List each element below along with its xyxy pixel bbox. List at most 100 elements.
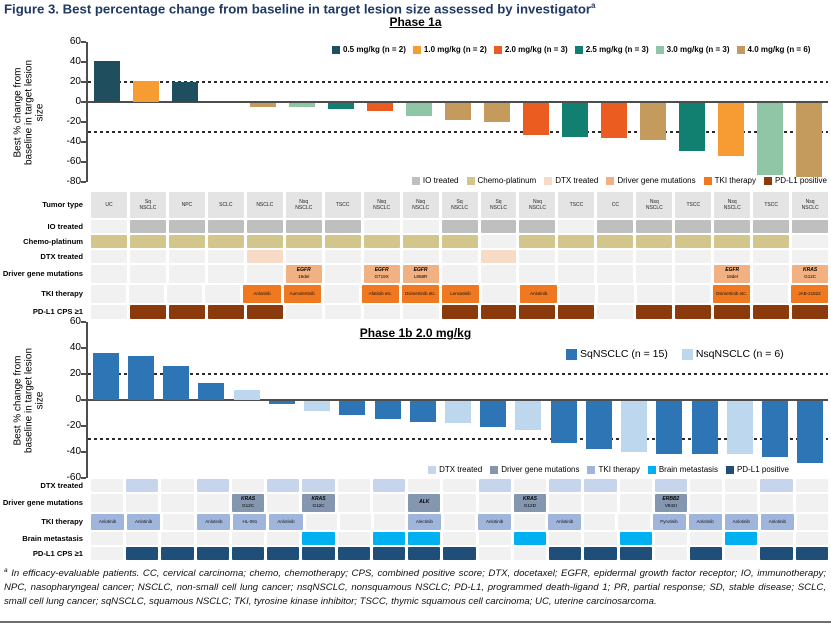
annotation-cell-pdl1 bbox=[597, 305, 634, 319]
annotation-cell-io bbox=[675, 220, 712, 233]
annotation-cell-chemo bbox=[363, 235, 400, 248]
bar-21 bbox=[797, 401, 824, 464]
annotation-cell-tki: Pyrotinib bbox=[652, 514, 686, 530]
legend-label: Driver gene mutations bbox=[501, 465, 580, 474]
annotation-cell-driver bbox=[636, 265, 673, 283]
bar-8 bbox=[339, 401, 366, 416]
annotation-cell-pdl1 bbox=[285, 305, 322, 319]
annotation-row-tki: TKI therapy Anlotinib Aumolertinib Afatinib… bbox=[2, 285, 829, 303]
annotation-cell-driver bbox=[267, 494, 300, 512]
annotation-cell-brain bbox=[795, 532, 828, 545]
annotation-cell-chemo bbox=[129, 235, 166, 248]
annotation-cell-tumor: Sq NSCLC bbox=[480, 192, 517, 218]
y-tick-mark bbox=[81, 399, 86, 401]
annotation-cell-pdl1 bbox=[161, 547, 194, 560]
annotation-cell-dtx bbox=[126, 479, 159, 492]
annotation-cell-pdl1 bbox=[267, 547, 300, 560]
annotation-cell-chemo bbox=[480, 235, 517, 248]
footnote-superscript: a bbox=[4, 567, 8, 574]
annotation-cell-tki: JAB-21822 bbox=[790, 285, 829, 303]
annotation-cell-brain bbox=[126, 532, 159, 545]
annotation-cell-brain bbox=[231, 532, 265, 545]
annotation-cell-brain bbox=[196, 532, 229, 545]
gene-variant: 19del bbox=[726, 274, 738, 280]
reference-line bbox=[88, 373, 828, 375]
annotation-cell-dtx bbox=[408, 479, 441, 492]
row-label-tki: TKI therapy bbox=[41, 289, 83, 299]
annotation-cell-tki bbox=[584, 514, 616, 530]
legend-item: Chemo-platinum bbox=[466, 176, 536, 185]
annotation-cell-tumor: CC bbox=[597, 192, 634, 218]
annotation-cell-pdl1 bbox=[324, 305, 361, 319]
annotation-cell-brain bbox=[689, 532, 723, 545]
annotation-cell-tki: Anlotinib bbox=[688, 514, 722, 530]
annotation-cell-tki bbox=[373, 514, 405, 530]
annotation-cell-io bbox=[441, 220, 478, 233]
gene-variant: G12C bbox=[242, 503, 255, 509]
annotation-cell-io bbox=[285, 220, 322, 233]
annotation-cell-dtx bbox=[372, 479, 406, 492]
annotation-cell-tumor: Sq NSCLC bbox=[441, 192, 478, 218]
legend-swatch bbox=[587, 465, 596, 474]
annotation-cell-chemo bbox=[207, 235, 244, 248]
gene-name: KRAS bbox=[311, 496, 326, 503]
annotation-cell-dtx bbox=[478, 479, 511, 492]
bar-10 bbox=[409, 401, 436, 422]
annotation-cell-dtx bbox=[91, 479, 124, 492]
annotation-cell-pdl1 bbox=[689, 547, 723, 560]
legend-item: IO treated bbox=[411, 176, 459, 185]
gene-name: KRAS bbox=[522, 496, 538, 503]
annotation-cell-tumor: TSCC bbox=[675, 192, 712, 218]
legend-label: DTX treated bbox=[439, 465, 483, 474]
row-label-dtx: DTX treated bbox=[40, 480, 83, 490]
annotation-cell-dtx bbox=[207, 250, 244, 263]
row-label-brain: Brain metastasis bbox=[22, 533, 83, 543]
annotation-cell-driver bbox=[161, 494, 194, 512]
annotation-cell-pdl1 bbox=[168, 305, 205, 319]
annotation-cell-pdl1 bbox=[91, 547, 124, 560]
annotation-cell-tki: Anlotinib bbox=[724, 514, 758, 530]
annotation-cell-pdl1 bbox=[714, 305, 751, 319]
annotation-cell-tumor: Sq NSCLC bbox=[129, 192, 166, 218]
annotation-cell-dtx bbox=[363, 250, 400, 263]
y-tick-label: 20 bbox=[69, 76, 81, 87]
bar-4 bbox=[198, 383, 225, 400]
legend-item: SqNSCLC (n = 15) bbox=[566, 348, 668, 360]
legend-item: PD-L1 positive bbox=[763, 176, 827, 185]
annotation-row-tumor: Tumor type UC Sq NSCLC NPC SCLC NSCLC Nsq NSCL… bbox=[2, 192, 829, 218]
annotation-cell-tki bbox=[323, 285, 359, 303]
annotation-cell-io bbox=[519, 220, 556, 233]
legend-label: SqNSCLC (n = 15) bbox=[580, 348, 668, 360]
y-tick-mark bbox=[81, 141, 86, 143]
annotation-row-tki: TKI therapy Anlotinib Anlotinib Anlotinib HL… bbox=[2, 514, 828, 530]
bar-1 bbox=[92, 353, 119, 400]
annotation-cell-tumor: Nsq NSCLC bbox=[636, 192, 673, 218]
legend-item: 4.0 mg/kg (n = 6) bbox=[736, 45, 810, 54]
annotation-cell-pdl1 bbox=[408, 547, 441, 560]
bar-15 bbox=[639, 103, 666, 140]
annotation-cell-brain bbox=[337, 532, 370, 545]
annotation-cell-tki: Anlotinib bbox=[760, 514, 794, 530]
legend-swatch bbox=[655, 45, 664, 54]
category-legend: IO treated Chemo-platinum DTX treated Drive… bbox=[411, 176, 827, 185]
legend-item: DTX treated bbox=[428, 465, 482, 474]
phase1b-title: Phase 1b 2.0 mg/kg bbox=[359, 326, 472, 340]
annotation-cell-io bbox=[207, 220, 244, 233]
annotation-cell-tki: Lenvatinib bbox=[441, 285, 480, 303]
annotation-cell-dtx bbox=[636, 250, 673, 263]
annotation-cell-io bbox=[246, 220, 283, 233]
annotation-cell-driver bbox=[324, 265, 361, 283]
bar-2 bbox=[133, 81, 160, 102]
legend-item: DTX treated bbox=[544, 176, 598, 185]
annotation-cell-tumor: TSCC bbox=[558, 192, 595, 218]
annotation-cell-driver: EGFR L858R bbox=[402, 265, 439, 283]
annotation-cell-io bbox=[168, 220, 205, 233]
y-tick-mark bbox=[81, 181, 86, 183]
gene-name: EGFR bbox=[374, 267, 389, 274]
figure-title-text: Figure 3. Best percentage change from ba… bbox=[4, 1, 592, 17]
annotation-cell-dtx bbox=[513, 479, 547, 492]
annotation-cell-chemo bbox=[753, 235, 790, 248]
annotation-cell-pdl1 bbox=[196, 547, 229, 560]
annotation-cell-tki: Anlotinib bbox=[548, 514, 582, 530]
legend-swatch bbox=[574, 45, 583, 54]
